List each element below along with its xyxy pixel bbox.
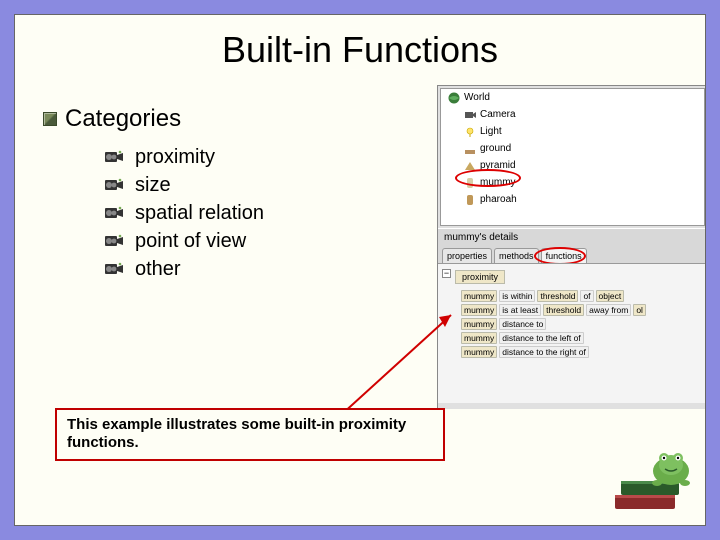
tree-row: pharoah	[441, 191, 704, 208]
chip: of	[580, 290, 593, 302]
tree-row: ground	[441, 140, 704, 157]
tree-row: Light	[441, 123, 704, 140]
world-icon	[447, 92, 461, 104]
light-icon	[463, 126, 477, 138]
function-group-label: proximity	[455, 270, 505, 284]
list-item: proximity	[105, 143, 403, 171]
categories-label: Categories	[65, 105, 181, 133]
list-item: point of view	[105, 227, 403, 255]
tree-row: World	[441, 89, 704, 106]
chip: is at least	[499, 304, 541, 316]
page-title: Built-in Functions	[15, 29, 705, 71]
tree-label: Camera	[480, 109, 516, 120]
list-item-label: other	[135, 255, 181, 283]
chip: mummy	[461, 318, 497, 330]
object-tree: World Camera Light ground pyramid	[440, 88, 705, 226]
camcorder-icon	[105, 178, 125, 192]
alice-screenshot: World Camera Light ground pyramid	[437, 85, 705, 409]
list-item-label: spatial relation	[135, 199, 264, 227]
tab-properties: properties	[442, 248, 492, 263]
camcorder-icon	[105, 262, 125, 276]
list-item: spatial relation	[105, 199, 403, 227]
books-frog-decoration	[609, 441, 699, 519]
sub-list: proximity size spatial relation point of…	[105, 143, 403, 283]
expand-icon: +	[437, 178, 438, 187]
list-item-label: proximity	[135, 143, 215, 171]
square-bullet-icon	[43, 112, 57, 126]
list-item: other	[105, 255, 403, 283]
function-tile: mummy is at least threshold away from ol	[461, 304, 702, 316]
list-item-label: point of view	[135, 227, 246, 255]
categories-heading: Categories	[43, 105, 403, 133]
collapse-icon: −	[442, 269, 451, 278]
function-tile: mummy distance to	[461, 318, 702, 330]
tree-row: Camera	[441, 106, 704, 123]
tree-label: ground	[480, 143, 511, 154]
chip: mummy	[461, 346, 497, 358]
tree-label: Light	[480, 126, 502, 137]
chip: mummy	[461, 332, 497, 344]
chip: mummy	[461, 304, 497, 316]
tree-label: pharoah	[480, 194, 517, 205]
chip: mummy	[461, 290, 497, 302]
content-area: Categories proximity size spatial relati…	[43, 105, 403, 283]
caption-box: This example illustrates some built-in p…	[55, 408, 445, 462]
tree-label: World	[464, 92, 490, 103]
list-item: size	[105, 171, 403, 199]
list-item-label: size	[135, 171, 171, 199]
functions-area: − proximity mummy is within threshold of…	[438, 263, 705, 403]
red-circle-mark	[455, 169, 521, 187]
camcorder-icon	[105, 206, 125, 220]
function-tile: mummy distance to the right of	[461, 346, 702, 358]
chip: is within	[499, 290, 535, 302]
function-tile: mummy is within threshold of object	[461, 290, 702, 302]
chip: distance to the right of	[499, 346, 589, 358]
slide: Built-in Functions Categories proximity …	[14, 14, 706, 526]
ground-icon	[463, 143, 477, 155]
chip: distance to	[499, 318, 546, 330]
chip: threshold	[537, 290, 578, 302]
camcorder-icon	[105, 150, 125, 164]
pharaoh-icon	[463, 194, 477, 206]
chip: distance to the left of	[499, 332, 583, 344]
chip: threshold	[543, 304, 584, 316]
chip: ol	[633, 304, 646, 316]
chip: away from	[586, 304, 631, 316]
camcorder-icon	[105, 234, 125, 248]
details-header: mummy's details	[438, 228, 705, 246]
chip: object	[596, 290, 625, 302]
function-tile: mummy distance to the left of	[461, 332, 702, 344]
tab-methods: methods	[494, 248, 539, 263]
camera-icon	[463, 109, 477, 121]
